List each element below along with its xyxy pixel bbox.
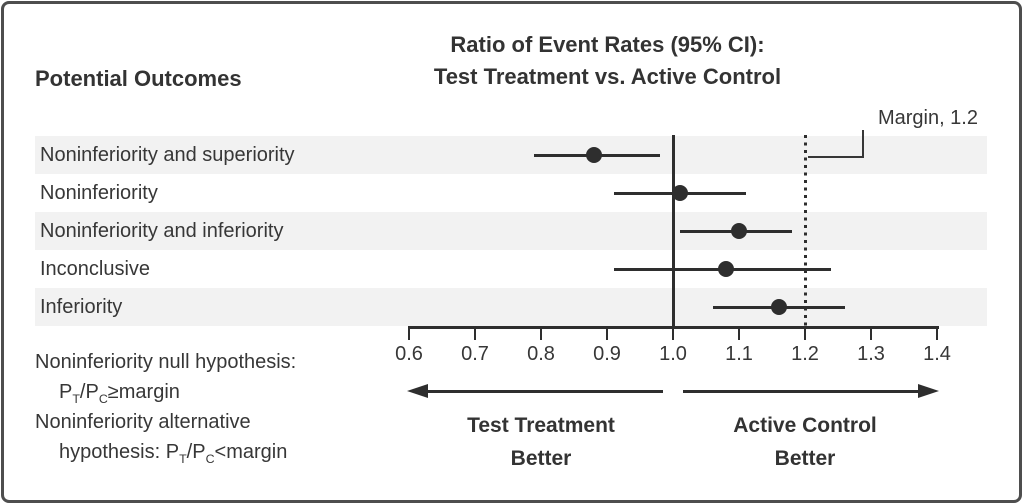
axis-tick-mark	[672, 328, 674, 340]
row-label: Noninferiority	[40, 182, 158, 204]
formula-subscript: T	[72, 392, 80, 406]
margin-connector-horizontal	[808, 156, 864, 158]
chart-title: Ratio of Event Rates (95% CI): Test Trea…	[375, 29, 840, 93]
dir-label-line: Active Control	[733, 414, 877, 437]
hypotheses-footnote: Noninferiority null hypothesis: PT/PC≥ma…	[35, 347, 296, 467]
null-hypothesis-line1: Noninferiority null hypothesis:	[35, 351, 297, 373]
row-label: Noninferiority and superiority	[40, 144, 295, 166]
outcomes-column-header: Potential Outcomes	[35, 66, 242, 91]
formula-subscript: C	[98, 392, 108, 406]
axis-tick-label: 1.1	[725, 343, 753, 365]
right-arrow-head	[918, 384, 939, 398]
margin-connector-vertical	[862, 130, 864, 158]
dir-label-line: Test Treatment	[467, 414, 615, 437]
axis-tick-mark	[408, 328, 410, 340]
dir-label-line: Better	[774, 447, 836, 470]
axis-tick-label: 0.6	[395, 343, 423, 365]
axis-tick-mark	[738, 328, 740, 340]
row-stripe	[35, 212, 987, 250]
margin-annotation-label: Margin, 1.2	[877, 107, 978, 129]
estimate-point	[770, 299, 787, 315]
formula-text: P	[165, 441, 180, 463]
estimate-point	[671, 185, 688, 201]
left-arrow-head	[407, 384, 428, 398]
dir-label-line: Better	[510, 447, 572, 470]
null-hypothesis-formula: PT/PC≥margin	[35, 377, 296, 407]
chart-title-line1: Ratio of Event Rates (95% CI):	[450, 32, 765, 57]
axis-tick-label: 1.3	[857, 343, 885, 365]
row-label: Noninferiority and inferiority	[40, 220, 284, 242]
formula-subscript: C	[205, 452, 215, 466]
estimate-point	[717, 261, 734, 277]
axis-tick-label: 0.9	[593, 343, 621, 365]
alt-hypothesis-formula: hypothesis: PT/PC<margin	[35, 437, 296, 467]
alt-hypothesis-line1: Noninferiority alternative	[35, 411, 251, 433]
estimate-point	[585, 147, 602, 163]
noninferiority-margin-dotted-line	[803, 135, 807, 328]
formula-text: ≥margin	[107, 381, 180, 403]
row-stripe	[35, 136, 987, 174]
left-arrow-line	[425, 390, 663, 393]
axis-tick-mark	[474, 328, 476, 340]
formula-text: <margin	[214, 441, 288, 463]
x-axis-line	[408, 326, 939, 329]
formula-text: /P	[186, 441, 206, 463]
active-control-better-label: Active Control Better	[695, 409, 915, 475]
chart-title-line2: Test Treatment vs. Active Control	[433, 64, 782, 89]
reference-line-1-0	[671, 135, 675, 328]
axis-tick-mark	[804, 328, 806, 340]
formula-subscript: T	[179, 452, 187, 466]
axis-tick-mark	[606, 328, 608, 340]
row-label: Inconclusive	[40, 258, 151, 280]
formula-text: hypothesis:	[59, 441, 166, 463]
estimate-point	[731, 223, 747, 239]
row-label: Inferiority	[40, 296, 123, 318]
axis-tick-mark	[540, 328, 542, 340]
test-treatment-better-label: Test Treatment Better	[431, 409, 651, 475]
axis-tick-mark	[936, 328, 938, 340]
axis-tick-label: 1.4	[923, 343, 951, 365]
right-arrow-line	[683, 390, 919, 393]
axis-tick-label: 1.0	[659, 343, 687, 365]
axis-tick-mark	[870, 328, 872, 340]
axis-tick-label: 0.8	[527, 343, 555, 365]
axis-tick-label: 0.7	[461, 343, 489, 365]
formula-text: P	[59, 381, 73, 403]
axis-tick-label: 1.2	[791, 343, 819, 365]
formula-text: /P	[79, 381, 99, 403]
